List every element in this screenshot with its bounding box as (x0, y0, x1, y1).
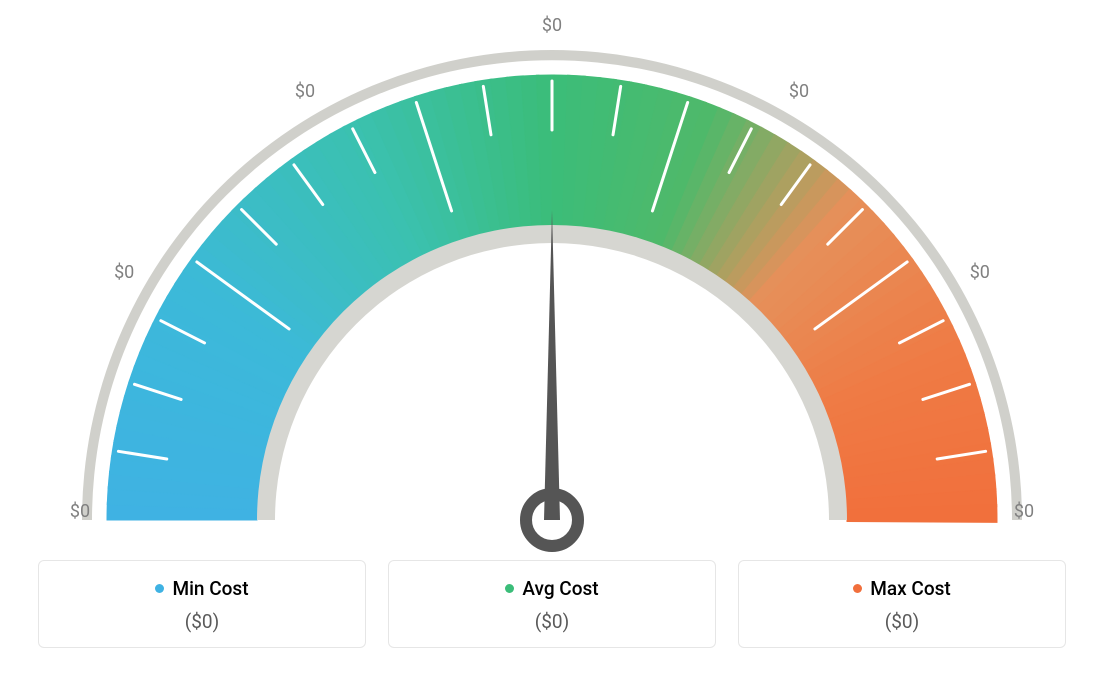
legend-value-avg: ($0) (401, 610, 703, 633)
gauge-svg: $0 $0 $0 $0 $0 $0 $0 (0, 10, 1104, 570)
legend-label-avg-text: Avg Cost (522, 577, 598, 600)
gauge-needle (544, 210, 560, 520)
legend-card-max: Max Cost ($0) (738, 560, 1066, 648)
legend-card-avg: Avg Cost ($0) (388, 560, 716, 648)
gauge-tick-label: $0 (1014, 501, 1034, 522)
legend-value-min: ($0) (51, 610, 353, 633)
gauge-tick-label: $0 (295, 81, 315, 102)
gauge-tick-label: $0 (70, 501, 90, 522)
gauge-tick-label: $0 (114, 262, 134, 283)
legend-label-max-text: Max Cost (870, 577, 950, 600)
legend-dot-avg (505, 584, 514, 593)
gauge-tick-label: $0 (542, 15, 562, 36)
legend-label-max: Max Cost (853, 577, 950, 600)
legend-label-min-text: Min Cost (172, 577, 248, 600)
gauge-chart: $0 $0 $0 $0 $0 $0 $0 (0, 0, 1104, 560)
legend-row: Min Cost ($0) Avg Cost ($0) Max Cost ($0… (0, 560, 1104, 648)
legend-dot-max (853, 584, 862, 593)
legend-label-min: Min Cost (155, 577, 248, 600)
legend-value-max: ($0) (751, 610, 1053, 633)
legend-label-avg: Avg Cost (505, 577, 598, 600)
gauge-tick-label: $0 (789, 81, 809, 102)
legend-dot-min (155, 584, 164, 593)
gauge-tick-label: $0 (970, 262, 990, 283)
legend-card-min: Min Cost ($0) (38, 560, 366, 648)
